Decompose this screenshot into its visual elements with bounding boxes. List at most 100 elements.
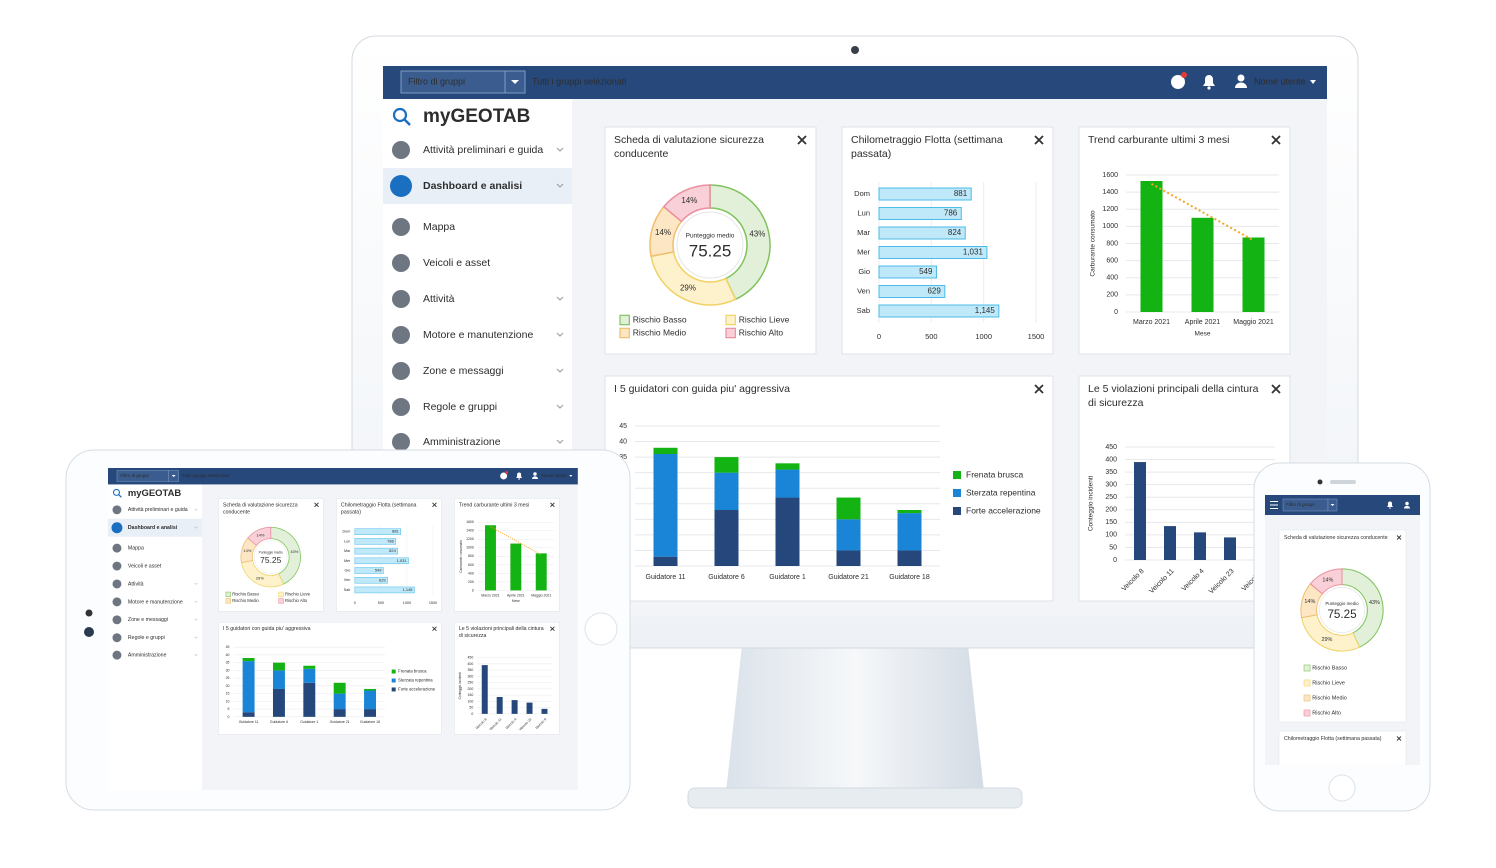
- bell-icon: [1387, 501, 1393, 507]
- nav-item[interactable]: Zone e messaggi: [112, 615, 198, 625]
- y-tick-label: 0: [472, 588, 474, 592]
- group-filter[interactable]: Filtro di gruppi: [116, 470, 179, 482]
- close-button[interactable]: [1034, 384, 1044, 394]
- bar-value-label: 1,145: [975, 306, 996, 315]
- bar-segment: [272, 688, 285, 717]
- y-tick-label: 250: [1105, 494, 1117, 501]
- group-filter[interactable]: Filtro di gruppi: [1282, 498, 1338, 512]
- nav-item[interactable]: Dashboard e analisi: [108, 518, 203, 537]
- nav-item[interactable]: Attività: [112, 579, 198, 589]
- search-icon: [392, 107, 408, 123]
- bar: [354, 586, 415, 594]
- bar: [541, 708, 548, 714]
- nav-chevron: [556, 368, 564, 373]
- nav-item[interactable]: Amministrazione: [392, 433, 564, 451]
- bar-segment: [303, 665, 316, 669]
- nav-item[interactable]: Regole e gruppi: [392, 398, 564, 416]
- close-button[interactable]: [314, 502, 319, 508]
- nav-item[interactable]: Regole e gruppi: [112, 633, 198, 643]
- segment-label: 29%: [1321, 637, 1332, 643]
- nav-item[interactable]: Dashboard e analisi: [383, 168, 572, 204]
- user-menu[interactable]: Nome utente: [532, 472, 573, 479]
- bar: [354, 547, 399, 555]
- nav-item[interactable]: Motore e manutenzione: [392, 326, 564, 344]
- close-button[interactable]: [1034, 135, 1044, 145]
- user-menu[interactable]: Nome utente: [1235, 74, 1316, 89]
- y-tick-label: 200: [468, 580, 474, 584]
- bar-segment: [836, 550, 861, 566]
- bar: [354, 528, 401, 535]
- legend-label: Rischio Lieve: [739, 314, 790, 324]
- nav-chevron: [556, 439, 564, 444]
- card-title: Le 5 violazioni principali della cintura…: [458, 625, 544, 639]
- nav-item[interactable]: Mappa: [392, 218, 455, 236]
- nav-item[interactable]: Attività preliminari e guida: [112, 505, 198, 515]
- monitor-base: [687, 787, 1023, 809]
- user-body: [1235, 82, 1247, 88]
- close-button[interactable]: [1271, 135, 1281, 145]
- legend-label: Sterzata repentina: [398, 678, 433, 683]
- tablet-sensor: [84, 627, 94, 637]
- segment-label: 43%: [290, 549, 298, 554]
- tablet-home-button[interactable]: [584, 612, 618, 646]
- close-button[interactable]: [1396, 535, 1402, 540]
- nav-chevron: [556, 183, 564, 188]
- legend-swatch: [1303, 694, 1311, 702]
- x-axis-title: Mese: [1195, 331, 1211, 338]
- nav-chevron: [556, 296, 564, 301]
- nav-item[interactable]: Attività preliminari e guida: [392, 141, 564, 159]
- y-tick-label: 30: [226, 668, 230, 672]
- close-icon: [1396, 736, 1402, 741]
- monitor-camera: [851, 46, 859, 54]
- nav-item[interactable]: Veicoli e asset: [392, 254, 490, 272]
- card: I 5 guidatori con guida piu' aggressiva0…: [604, 375, 1054, 602]
- segment-label: 29%: [256, 576, 264, 581]
- close-button[interactable]: [432, 626, 437, 632]
- bar: [878, 207, 962, 220]
- notifications-button[interactable]: [1387, 501, 1393, 509]
- nav-item[interactable]: Motore e manutenzione: [112, 597, 198, 607]
- close-button[interactable]: [550, 502, 555, 508]
- card: Chilometraggio Flotta (settimana passata…: [841, 126, 1054, 355]
- close-button[interactable]: [797, 135, 807, 145]
- close-icon: [1034, 384, 1044, 394]
- legend-swatch: [619, 327, 630, 339]
- close-button[interactable]: [1396, 736, 1402, 741]
- nav-item[interactable]: Amministrazione: [112, 650, 198, 660]
- close-button[interactable]: [432, 502, 437, 508]
- card-title: Chilometraggio Flotta (settimana passata…: [340, 501, 417, 515]
- nav-label: Veicoli e asset: [128, 563, 162, 569]
- center-value: 75.25: [260, 555, 281, 565]
- notifications-button[interactable]: [516, 472, 523, 480]
- close-icon: [797, 135, 807, 145]
- notifications-button[interactable]: [1203, 75, 1215, 90]
- search-handle: [118, 494, 122, 498]
- bar-value-label: 629: [927, 287, 941, 296]
- y-tick-label: 50: [1109, 544, 1117, 551]
- close-button[interactable]: [1271, 384, 1281, 394]
- legend-label: Forte accelerazione: [966, 505, 1041, 515]
- nav-item[interactable]: Mappa: [112, 543, 144, 553]
- legend-swatch: [391, 678, 396, 683]
- nav-chevron: [194, 526, 198, 529]
- y-tick-label: Lun: [344, 539, 350, 543]
- phone-home-button[interactable]: [1328, 774, 1356, 802]
- nav-icon: [112, 597, 122, 607]
- bell-clapper: [1207, 86, 1211, 90]
- group-filter[interactable]: Filtro di gruppi: [400, 70, 526, 94]
- help-button[interactable]: [500, 470, 509, 480]
- bar: [354, 567, 384, 574]
- dropdown-arrow: [1330, 504, 1335, 506]
- card-title: I 5 guidatori con guida piu' aggressiva: [222, 625, 311, 632]
- trend-line: [1151, 182, 1254, 242]
- y-tick-label: 200: [468, 687, 474, 691]
- user-menu[interactable]: [1404, 501, 1410, 509]
- x-tick-label: Guidatore 21: [330, 720, 350, 724]
- bell-clapper: [1389, 507, 1391, 509]
- legend-label: Sterzata repentina: [966, 487, 1036, 497]
- nav-item[interactable]: Attività: [392, 290, 564, 308]
- help-button[interactable]: [1171, 72, 1187, 89]
- nav-item[interactable]: Zone e messaggi: [392, 362, 564, 380]
- nav-item[interactable]: Veicoli e asset: [112, 561, 162, 571]
- close-button[interactable]: [550, 626, 555, 632]
